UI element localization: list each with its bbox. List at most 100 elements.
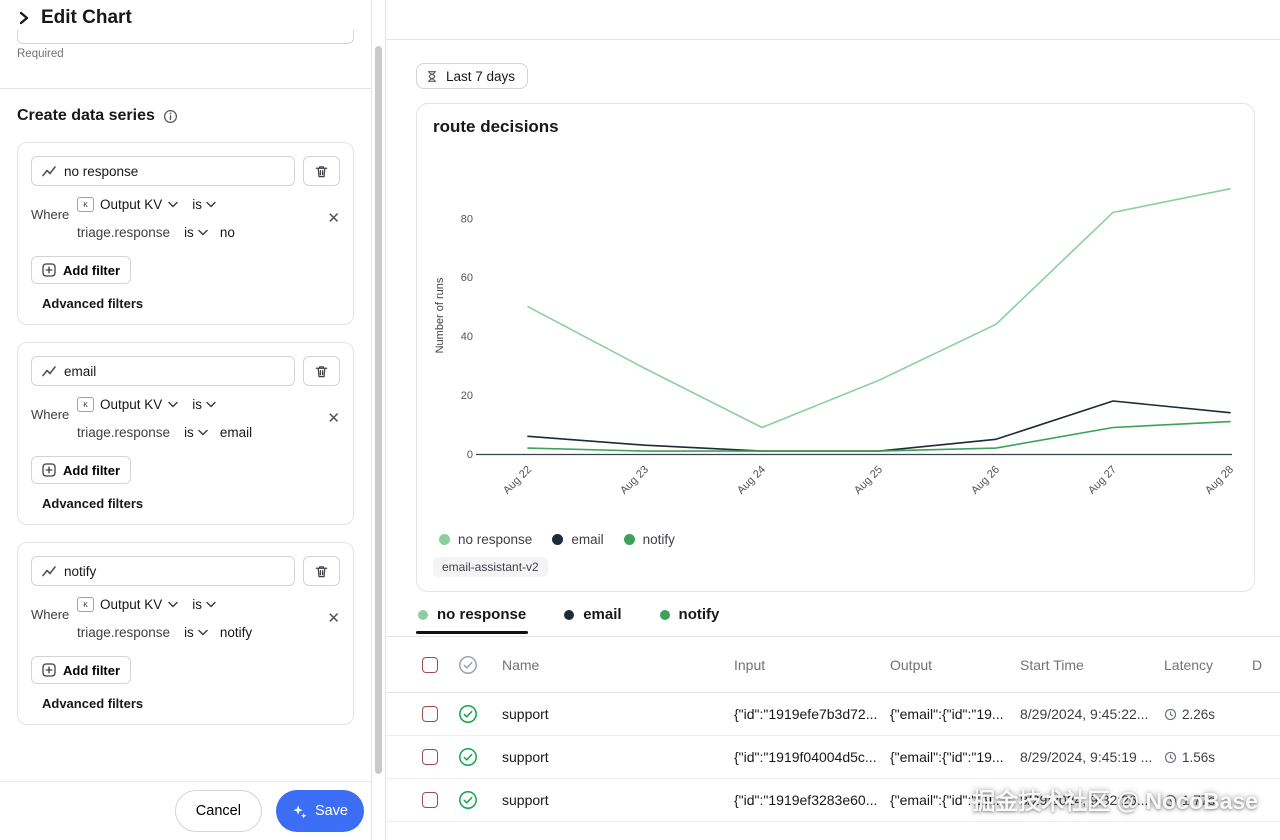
table-header: Name Input Output Start Time Latency D — [386, 637, 1280, 693]
kv-icon: κ — [77, 197, 94, 212]
panel-scrollbar[interactable] — [372, 0, 386, 840]
filter-operator-select[interactable]: is — [184, 225, 194, 240]
advanced-filters-link[interactable]: Advanced filters — [42, 696, 340, 711]
edit-chart-panel: Edit Chart Required Create data series n… — [0, 0, 372, 840]
chart-legend: no response email notify — [433, 532, 1238, 547]
hourglass-icon — [425, 69, 439, 84]
panel-header: Edit Chart — [0, 0, 371, 30]
table-row[interactable]: support {"id":"1919efe7b3d72... {"email"… — [386, 693, 1280, 736]
delete-series-button[interactable] — [303, 556, 340, 586]
series-name-input[interactable]: notify — [31, 556, 295, 586]
chevron-right-icon[interactable] — [16, 10, 32, 26]
tab-label: email — [583, 606, 621, 623]
line-chart-icon — [42, 365, 56, 378]
run-input: {"id":"1919f04004d5c... — [734, 749, 890, 765]
table-row[interactable]: support {"id":"1919ef3283e60... {"email"… — [386, 779, 1280, 822]
delete-series-button[interactable] — [303, 356, 340, 386]
field-type-select[interactable]: Output KV — [100, 397, 162, 412]
assistant-tag[interactable]: email-assistant-v2 — [433, 557, 548, 577]
filter-field[interactable]: triage.response — [77, 625, 170, 640]
svg-text:Aug 23: Aug 23 — [618, 464, 651, 497]
field-type-select[interactable]: Output KV — [100, 597, 162, 612]
success-check-icon — [458, 747, 478, 767]
run-input: {"id":"1919efe7b3d72... — [734, 706, 890, 722]
svg-text:20: 20 — [461, 390, 473, 402]
col-input[interactable]: Input — [734, 657, 890, 673]
latency-value: 1.56s — [1182, 750, 1215, 765]
clock-icon — [1164, 794, 1177, 807]
svg-text:Aug 26: Aug 26 — [969, 464, 1002, 497]
cancel-button[interactable]: Cancel — [175, 790, 262, 832]
section-title: Create data series — [17, 107, 155, 125]
series-name-input[interactable]: no response — [31, 156, 295, 186]
tab-email[interactable]: email — [562, 604, 623, 636]
series-name-input[interactable]: email — [31, 356, 295, 386]
info-icon[interactable] — [163, 109, 178, 124]
col-output[interactable]: Output — [890, 657, 1020, 673]
col-clipped[interactable]: D — [1252, 657, 1280, 673]
chevron-down-icon — [198, 629, 208, 636]
kv-icon: κ — [77, 397, 94, 412]
time-range-filter[interactable]: Last 7 days — [416, 63, 528, 89]
legend-item[interactable]: email — [552, 532, 603, 547]
status-column-icon — [458, 655, 478, 675]
series-card: no response Where κ Output KV is — [17, 142, 354, 325]
filter-value[interactable]: no — [220, 225, 235, 240]
filter-value[interactable]: notify — [220, 625, 252, 640]
tab-label: no response — [437, 606, 526, 623]
advanced-filters-link[interactable]: Advanced filters — [42, 296, 340, 311]
save-button[interactable]: Save — [276, 790, 364, 832]
series-card: email Where κ Output KV is — [17, 342, 354, 525]
latency-value: 2.26s — [1182, 707, 1215, 722]
filter-operator-select[interactable]: is — [184, 625, 194, 640]
add-filter-button[interactable]: Add filter — [31, 456, 131, 484]
chevron-down-icon — [168, 201, 178, 208]
col-start-time[interactable]: Start Time — [1020, 657, 1164, 673]
where-label: Where — [31, 192, 77, 244]
svg-text:Number of runs: Number of runs — [434, 277, 446, 353]
legend-item[interactable]: notify — [624, 532, 675, 547]
remove-filter-icon[interactable]: ✕ — [327, 611, 340, 626]
svg-text:80: 80 — [461, 213, 473, 225]
svg-text:Aug 27: Aug 27 — [1086, 464, 1119, 497]
operator-select[interactable]: is — [192, 397, 202, 412]
svg-text:40: 40 — [461, 331, 473, 343]
kv-icon: κ — [77, 597, 94, 612]
plus-box-icon — [42, 663, 56, 677]
select-all-checkbox[interactable] — [422, 657, 438, 673]
legend-label: no response — [458, 532, 532, 547]
row-checkbox[interactable] — [422, 706, 438, 722]
tab-notify[interactable]: notify — [658, 604, 722, 636]
svg-text:Aug 28: Aug 28 — [1203, 464, 1236, 497]
remove-filter-icon[interactable]: ✕ — [327, 211, 340, 226]
line-chart[interactable]: Number of runs020406080Aug 22Aug 23Aug 2… — [433, 145, 1239, 530]
advanced-filters-link[interactable]: Advanced filters — [42, 496, 340, 511]
col-latency[interactable]: Latency — [1164, 657, 1252, 673]
operator-select[interactable]: is — [192, 197, 202, 212]
scrollbar-thumb[interactable] — [375, 46, 382, 774]
filter-operator-select[interactable]: is — [184, 425, 194, 440]
trash-icon — [314, 364, 329, 379]
remove-filter-icon[interactable]: ✕ — [327, 411, 340, 426]
add-filter-button[interactable]: Add filter — [31, 256, 131, 284]
clock-icon — [1164, 751, 1177, 764]
line-chart-icon — [42, 565, 56, 578]
svg-text:Aug 25: Aug 25 — [852, 464, 885, 497]
where-label: Where — [31, 592, 77, 644]
where-label: Where — [31, 392, 77, 444]
add-filter-button[interactable]: Add filter — [31, 656, 131, 684]
legend-item[interactable]: no response — [439, 532, 532, 547]
run-start-time: 8/29/2024, 9:45:19 ... — [1020, 749, 1164, 765]
filter-value[interactable]: email — [220, 425, 252, 440]
required-label: Required — [17, 48, 354, 60]
filter-field[interactable]: triage.response — [77, 225, 170, 240]
filter-field[interactable]: triage.response — [77, 425, 170, 440]
col-name[interactable]: Name — [502, 657, 734, 673]
operator-select[interactable]: is — [192, 597, 202, 612]
table-row[interactable]: support {"id":"1919f04004d5c... {"email"… — [386, 736, 1280, 779]
tab-no-response[interactable]: no response — [416, 604, 528, 636]
row-checkbox[interactable] — [422, 792, 438, 808]
delete-series-button[interactable] — [303, 156, 340, 186]
field-type-select[interactable]: Output KV — [100, 197, 162, 212]
row-checkbox[interactable] — [422, 749, 438, 765]
